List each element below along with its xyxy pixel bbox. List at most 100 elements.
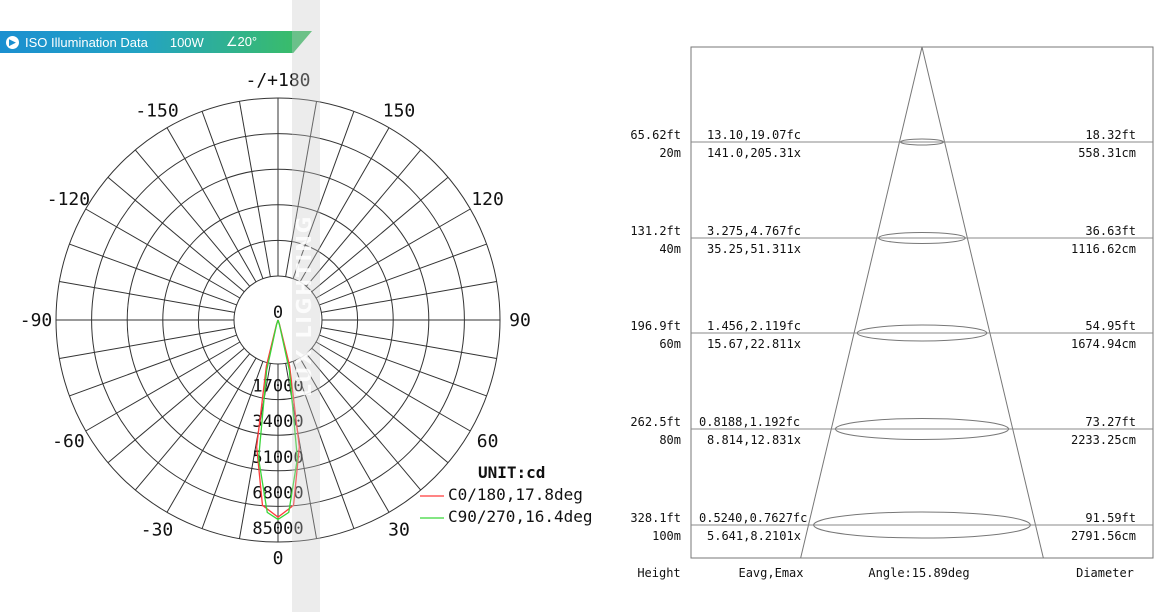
diameter-cm-label: 558.31cm — [1078, 146, 1136, 160]
polar-spoke — [299, 357, 390, 513]
polar-spoke — [134, 353, 251, 491]
angle-tick-label: 120 — [471, 189, 504, 210]
light-spot-ellipse — [856, 324, 988, 342]
illuminance-fc-label: 1.456,2.119fc — [707, 319, 801, 333]
height-m-label: 100m — [652, 529, 681, 543]
polar-spoke — [319, 334, 487, 397]
cone-right-edge — [921, 46, 1044, 559]
angle-tick-label: 0 — [273, 548, 284, 569]
polar-spoke — [134, 149, 251, 287]
chevron-right-icon: ▶ — [6, 35, 19, 49]
height-ft-label: 65.62ft — [630, 128, 681, 142]
radial-tick-label: 0 — [273, 303, 283, 323]
angle-tick-label: -150 — [135, 100, 178, 121]
polar-spoke — [59, 280, 235, 313]
polar-spoke — [311, 176, 449, 293]
angle-tick-label: -30 — [141, 520, 174, 541]
illuminance-fc-label: 0.5240,0.7627fc — [699, 511, 807, 525]
cone-frame — [690, 46, 1154, 559]
height-m-label: 80m — [659, 433, 681, 447]
angle-tick-label: 60 — [477, 431, 499, 452]
legend-entry: C90/270,16.4deg — [448, 507, 593, 526]
light-spot-ellipse — [878, 232, 966, 244]
diameter-cm-label: 1674.94cm — [1071, 337, 1136, 351]
angle-tick-label: 90 — [509, 310, 531, 331]
radial-tick-label: 34000 — [252, 412, 303, 432]
illuminance-lx-label: 8.814,12.831x — [707, 433, 801, 447]
height-ft-label: 262.5ft — [630, 415, 681, 429]
diameter-ft-label: 54.95ft — [1085, 319, 1136, 333]
diameter-ft-label: 36.63ft — [1085, 224, 1136, 238]
diameter-cm-label: 2233.25cm — [1071, 433, 1136, 447]
watermark: LUX LIGHTING — [292, 0, 320, 612]
polar-intensity-chart: -/+1801501209060300-30-60-90-120-1500170… — [20, 70, 593, 569]
angle-tick-label: -/+180 — [245, 70, 310, 91]
cone-left-edge — [800, 46, 923, 559]
illuminance-lx-label: 35.25,51.311x — [707, 242, 801, 256]
legend-entry: C0/180,17.8deg — [448, 485, 583, 504]
series-line-1 — [257, 319, 299, 521]
illuminance-fc-label: 13.10,19.07fc — [707, 128, 801, 142]
polar-spoke — [201, 361, 264, 529]
column-header: Eavg,Emax — [738, 566, 803, 580]
height-m-label: 60m — [659, 337, 681, 351]
polar-spoke — [292, 111, 355, 279]
polar-spoke — [107, 347, 245, 464]
diameter-ft-label: 18.32ft — [1085, 128, 1136, 142]
polar-spoke — [238, 101, 271, 277]
height-ft-label: 196.9ft — [630, 319, 681, 333]
header-banner: ▶ ISO Illumination Data 100W ∠20° — [0, 31, 312, 53]
light-spot-ellipse — [834, 418, 1010, 440]
polar-spoke — [85, 341, 241, 432]
radial-tick-label: 51000 — [252, 448, 303, 468]
light-spot-ellipse — [813, 511, 1031, 539]
column-header: Angle:15.89deg — [868, 566, 969, 580]
unit-label: UNIT:cd — [478, 463, 545, 482]
diameter-cm-label: 1116.62cm — [1071, 242, 1136, 256]
polar-spoke — [315, 208, 471, 299]
height-ft-label: 328.1ft — [630, 511, 681, 525]
diameter-cm-label: 2791.56cm — [1071, 529, 1136, 543]
polar-spoke — [69, 334, 237, 397]
angle-tick-label: -90 — [20, 310, 53, 331]
angle-tick-label: -120 — [47, 189, 90, 210]
diameter-ft-label: 91.59ft — [1085, 511, 1136, 525]
column-header: Diameter — [1076, 566, 1134, 580]
column-header: Height — [637, 566, 680, 580]
illuminance-lx-label: 5.641,8.2101x — [707, 529, 801, 543]
illuminance-lx-label: 15.67,22.811x — [707, 337, 801, 351]
banner-power: 100W — [169, 34, 204, 50]
banner-angle: ∠20° — [225, 34, 258, 49]
polar-spoke — [305, 149, 422, 287]
banner-title: ISO Illumination Data — [25, 34, 148, 50]
polar-spoke — [166, 127, 257, 283]
polar-spoke — [69, 243, 237, 306]
angle-tick-label: -60 — [52, 431, 85, 452]
series-line-0 — [256, 319, 300, 518]
polar-spoke — [321, 280, 497, 313]
angle-tick-label: 150 — [383, 100, 416, 121]
diameter-ft-label: 73.27ft — [1085, 415, 1136, 429]
polar-spoke — [59, 327, 235, 360]
polar-spoke — [299, 127, 390, 283]
height-m-label: 20m — [659, 146, 681, 160]
angle-tick-label: 30 — [388, 520, 410, 541]
height-m-label: 40m — [659, 242, 681, 256]
polar-spoke — [166, 357, 257, 513]
polar-spoke — [321, 327, 497, 360]
polar-spoke — [311, 347, 449, 464]
illuminance-lx-label: 141.0,205.31x — [707, 146, 801, 160]
radial-tick-label: 85000 — [252, 519, 303, 539]
polar-spoke — [85, 208, 241, 299]
polar-spoke — [305, 353, 422, 491]
polar-spoke — [201, 111, 264, 279]
polar-spoke — [319, 243, 487, 306]
height-ft-label: 131.2ft — [630, 224, 681, 238]
illuminance-fc-label: 3.275,4.767fc — [707, 224, 801, 238]
illuminance-fc-label: 0.8188,1.192fc — [699, 415, 800, 429]
polar-spoke — [292, 361, 355, 529]
polar-spoke — [285, 101, 318, 277]
polar-spoke — [315, 341, 471, 432]
polar-spoke — [107, 176, 245, 293]
